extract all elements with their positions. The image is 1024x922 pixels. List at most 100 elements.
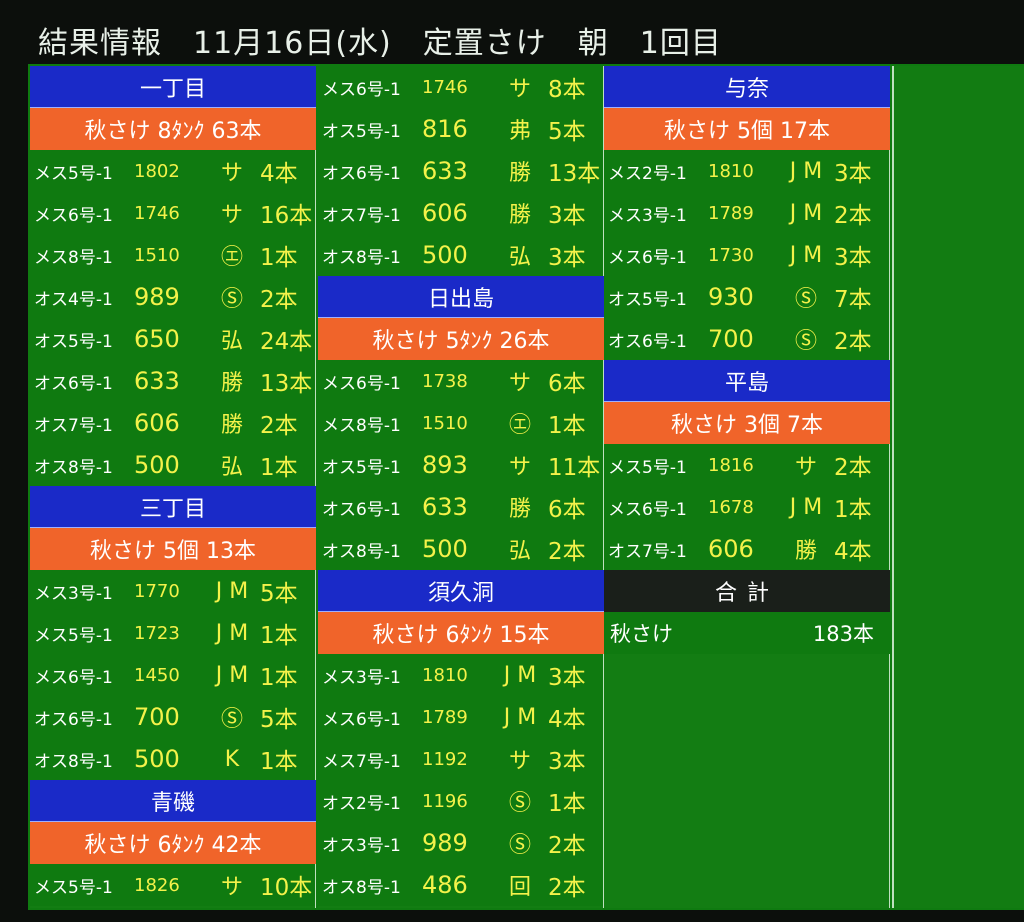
grade-label: オス6号-1 [34, 373, 113, 394]
fish-count: 13本 [548, 161, 601, 187]
buyer-mark: 弘 [220, 329, 243, 354]
fish-count: 11本 [548, 455, 601, 481]
result-row: オス5号-1 893 サ 11本 [318, 444, 604, 486]
grade-label: オス5号-1 [322, 457, 401, 478]
result-row: オス6号-1 700 Ⓢ 5本 [30, 696, 316, 738]
unit-price: 650 [134, 325, 180, 353]
buyer-mark: サ [508, 455, 531, 480]
unit-price: 606 [134, 409, 180, 437]
result-row: オス2号-1 1196 Ⓢ 1本 [318, 780, 604, 822]
empty-area [318, 906, 604, 908]
result-row: オス4号-1 989 Ⓢ 2本 [30, 276, 316, 318]
unit-price: 1723 [134, 622, 180, 644]
result-row: メス6号-1 1746 サ 16本 [30, 192, 316, 234]
grade-label: オス6号-1 [608, 331, 687, 352]
unit-price: 500 [422, 241, 468, 269]
result-row: オス8号-1 486 回 2本 [318, 864, 604, 906]
total-header: 合計 [604, 570, 890, 612]
result-row: オス8号-1 500 弘 2本 [318, 528, 604, 570]
buyer-mark: 勝 [220, 413, 243, 438]
result-row: メス3号-1 1810 J M 3本 [318, 654, 604, 696]
fish-count: 2本 [834, 203, 872, 229]
unit-price: 486 [422, 871, 468, 899]
column-2: メス6号-1 1746 サ 8本 オス5号-1 816 弗 5本 オス6号-1 633 勝 13本 オス… [318, 66, 604, 908]
unit-price: 633 [422, 493, 468, 521]
fish-count: 1本 [260, 665, 298, 691]
buyer-mark: J M [789, 158, 823, 184]
buyer-mark: Ⓢ [794, 329, 817, 354]
fish-count: 2本 [260, 287, 298, 313]
buyer-mark: サ [794, 455, 817, 480]
grade-label: オス6号-1 [34, 709, 113, 730]
fish-count: 2本 [834, 455, 872, 481]
buyer-mark: 弘 [508, 245, 531, 270]
unit-price: 500 [422, 535, 468, 563]
area-header: 一丁目 [30, 66, 316, 108]
result-row: メス6号-1 1746 サ 8本 [318, 66, 604, 108]
buyer-mark: J M [215, 578, 249, 604]
buyer-mark: サ [220, 161, 243, 186]
buyer-mark: J M [215, 620, 249, 646]
buyer-mark: Ⓢ [794, 287, 817, 312]
result-row: オス5号-1 816 弗 5本 [318, 108, 604, 150]
grade-label: メス3号-1 [34, 583, 113, 604]
unit-price: 500 [134, 745, 180, 773]
buyer-mark: J M [789, 200, 823, 226]
unit-price: 1510 [422, 412, 468, 434]
fish-count: 5本 [548, 119, 586, 145]
result-row: メス6号-1 1789 J M 4本 [318, 696, 604, 738]
buyer-mark: 勝 [220, 371, 243, 396]
unit-price: 1770 [134, 580, 180, 602]
unit-price: 1510 [134, 244, 180, 266]
area-summary: 秋さけ 5個 13本 [30, 528, 316, 570]
area-summary: 秋さけ 6ﾀﾝｸ 15本 [318, 612, 604, 654]
result-row: オス7号-1 606 勝 3本 [318, 192, 604, 234]
result-row: メス3号-1 1770 J M 5本 [30, 570, 316, 612]
unit-price: 700 [134, 703, 180, 731]
fish-count: 24本 [260, 329, 313, 355]
fish-count: 5本 [260, 707, 298, 733]
grade-label: オス8号-1 [322, 877, 401, 898]
grade-label: メス5号-1 [34, 625, 113, 646]
fish-count: 4本 [260, 161, 298, 187]
grade-label: オス7号-1 [608, 541, 687, 562]
unit-price: 1738 [422, 370, 468, 392]
buyer-mark: 回 [508, 875, 531, 900]
buyer-mark: J M [789, 242, 823, 268]
grade-label: メス6号-1 [322, 373, 401, 394]
fish-count: 3本 [548, 749, 586, 775]
fish-count: 1本 [548, 791, 586, 817]
fish-count: 2本 [548, 539, 586, 565]
fish-count: 13本 [260, 371, 313, 397]
fish-count: 4本 [834, 539, 872, 565]
result-row: オス8号-1 500 弘 1本 [30, 444, 316, 486]
area-header: 日出島 [318, 276, 604, 318]
fish-count: 3本 [548, 203, 586, 229]
buyer-mark: 弘 [508, 539, 531, 564]
grade-label: メス6号-1 [34, 667, 113, 688]
grade-label: メス5号-1 [34, 877, 113, 898]
unit-price: 500 [134, 451, 180, 479]
grade-label: オス3号-1 [322, 835, 401, 856]
area-summary: 秋さけ 8ﾀﾝｸ 63本 [30, 108, 316, 150]
grade-label: メス3号-1 [322, 667, 401, 688]
grade-label: メス8号-1 [322, 415, 401, 436]
result-row: メス5号-1 1816 サ 2本 [604, 444, 890, 486]
grade-label: オス7号-1 [34, 415, 113, 436]
buyer-mark: ㋓ [508, 413, 531, 438]
grade-label: メス2号-1 [608, 163, 687, 184]
grade-label: メス6号-1 [34, 205, 113, 226]
fish-count: 3本 [548, 245, 586, 271]
result-row: メス5号-1 1723 J M 1本 [30, 612, 316, 654]
unit-price: 1826 [134, 874, 180, 896]
unit-price: 989 [422, 829, 468, 857]
unit-price: 606 [422, 199, 468, 227]
unit-price: 1450 [134, 664, 180, 686]
result-row: オス3号-1 989 Ⓢ 2本 [318, 822, 604, 864]
unit-price: 1196 [422, 790, 468, 812]
buyer-mark: ㋓ [220, 245, 243, 270]
fish-count: 2本 [548, 875, 586, 901]
area-summary: 秋さけ 6ﾀﾝｸ 42本 [30, 822, 316, 864]
area-summary: 秋さけ 5ﾀﾝｸ 26本 [318, 318, 604, 360]
fish-count: 3本 [834, 161, 872, 187]
